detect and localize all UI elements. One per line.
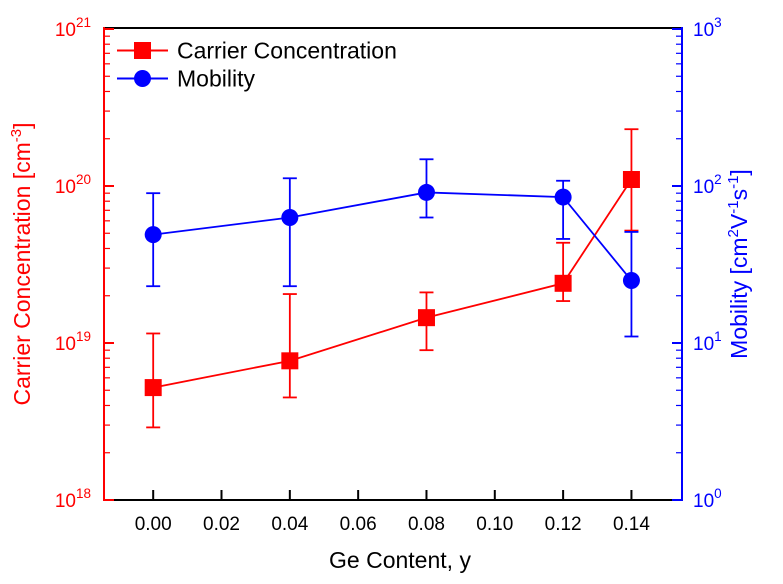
left-tick-label: 1018 (55, 486, 91, 512)
x-axis-title: Ge Content, y (329, 547, 471, 573)
right-tick-label: 101 (693, 329, 722, 355)
axes-layer: 0.00 0.02 0.04 0.06 0.08 0.10 0.12 0.14 1018 1019… (55, 15, 722, 535)
marker-circle-mobility (417, 183, 435, 201)
right-tick-label: 103 (693, 15, 722, 41)
right-tick-label: 102 (693, 172, 722, 198)
marker-square-carrier-concentration (554, 274, 572, 292)
legend-item-carrier-concentration: Carrier Concentration (117, 38, 397, 64)
series-carrier-concentration (144, 128, 640, 429)
axis-titles-layer: Ge Content, y Carrier Concentration [cm-… (8, 122, 752, 573)
legend-item-mobility: Mobility (117, 66, 255, 92)
marker-circle-mobility (281, 209, 299, 227)
x-tick-label: 0.02 (203, 514, 240, 535)
marker-square-carrier-concentration (144, 379, 162, 397)
marker-square-carrier-concentration (281, 352, 299, 370)
series-layer (144, 128, 640, 429)
right-axis-title: Mobility [cm2V-1s-1] (725, 169, 752, 359)
x-tick-label: 0.10 (476, 514, 513, 535)
marker-square-carrier-concentration (622, 171, 640, 189)
x-tick-label: 0.12 (545, 514, 582, 535)
legend-marker-square (134, 42, 151, 59)
left-tick-label: 1020 (55, 172, 91, 198)
x-tick-label: 0.04 (271, 514, 308, 535)
legend-marker-circle (134, 70, 151, 87)
series-line-mobility (153, 191, 633, 282)
x-tick-label: 0.06 (340, 514, 377, 535)
legend-label: Carrier Concentration (177, 38, 397, 64)
x-tick-label: 0.14 (613, 514, 650, 535)
left-tick-label: 1019 (55, 329, 91, 355)
marker-circle-mobility (622, 272, 640, 290)
marker-circle-mobility (144, 226, 162, 244)
left-tick-label: 1021 (55, 15, 91, 41)
left-axis-title: Carrier Concentration [cm-3] (8, 122, 35, 405)
x-tick-label: 0.08 (408, 514, 445, 535)
series-mobility (144, 158, 640, 338)
marker-square-carrier-concentration (417, 309, 435, 327)
right-tick-label: 100 (693, 486, 722, 512)
marker-circle-mobility (554, 188, 572, 206)
x-tick-label: 0.00 (135, 514, 172, 535)
legend-label: Mobility (177, 66, 255, 92)
